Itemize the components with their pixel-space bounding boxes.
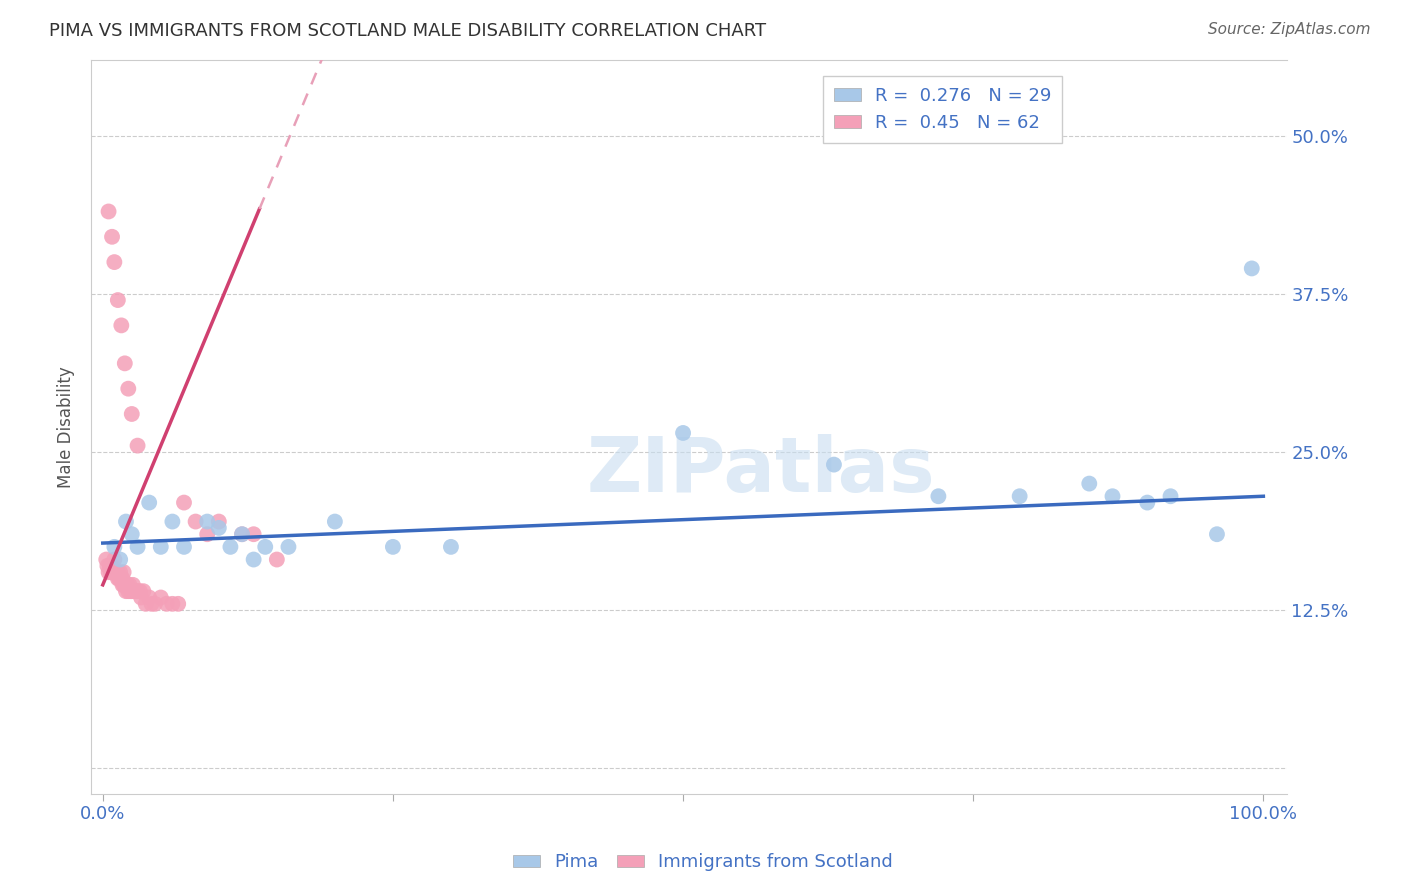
Point (110, 572, 132, 586)
Point (162, 515, 184, 529)
Point (129, 591, 152, 605)
Point (100, 558, 122, 573)
Point (149, 540, 172, 554)
Point (101, 229, 124, 244)
Point (121, 527, 143, 541)
Point (121, 407, 143, 421)
Point (129, 584, 152, 599)
Point (1240, 261, 1263, 276)
Point (1160, 489, 1182, 503)
Point (1008, 489, 1031, 503)
Point (149, 591, 172, 605)
Point (1206, 527, 1229, 541)
Point (1078, 476, 1101, 491)
Point (111, 578, 134, 592)
Point (254, 540, 277, 554)
Point (110, 318, 132, 333)
Point (138, 591, 160, 605)
Point (132, 584, 155, 599)
Point (115, 584, 138, 599)
Point (1101, 489, 1123, 503)
Point (108, 552, 131, 566)
Point (208, 515, 231, 529)
Point (277, 540, 299, 554)
Point (115, 578, 138, 592)
Point (167, 597, 190, 611)
Point (112, 578, 135, 592)
Point (98, 558, 121, 573)
Point (114, 578, 136, 592)
Point (103, 565, 125, 579)
Point (823, 458, 845, 472)
Point (184, 515, 207, 529)
Point (96, 558, 118, 573)
Point (219, 540, 242, 554)
Point (105, 565, 128, 579)
Point (242, 552, 264, 566)
Point (242, 527, 264, 541)
Point (195, 527, 218, 541)
Point (103, 255, 125, 269)
Point (672, 425, 695, 440)
Point (115, 515, 138, 529)
Point (97, 565, 120, 579)
Point (108, 572, 131, 586)
Point (155, 597, 177, 611)
Point (1136, 495, 1159, 509)
Y-axis label: Male Disability: Male Disability (58, 366, 75, 488)
Point (108, 572, 131, 586)
Point (173, 495, 195, 509)
Point (117, 382, 139, 396)
Text: PIMA VS IMMIGRANTS FROM SCOTLAND MALE DISABILITY CORRELATION CHART: PIMA VS IMMIGRANTS FROM SCOTLAND MALE DI… (49, 22, 766, 40)
Point (127, 540, 149, 554)
Point (107, 565, 129, 579)
Legend: R =  0.276   N = 29, R =  0.45   N = 62: R = 0.276 N = 29, R = 0.45 N = 62 (823, 76, 1063, 143)
Point (108, 565, 131, 579)
Point (107, 293, 129, 307)
Point (208, 521, 231, 535)
Point (127, 584, 149, 599)
Point (135, 597, 157, 611)
Point (122, 578, 145, 592)
Point (122, 584, 145, 599)
Point (96, 552, 118, 566)
Point (103, 552, 125, 566)
Point (111, 572, 134, 586)
Point (141, 597, 163, 611)
Point (124, 584, 146, 599)
Point (114, 356, 136, 370)
Point (103, 565, 125, 579)
Point (138, 495, 160, 509)
Point (101, 558, 124, 573)
Text: Source: ZipAtlas.com: Source: ZipAtlas.com (1208, 22, 1371, 37)
Point (195, 515, 218, 529)
Point (381, 540, 404, 554)
Point (162, 597, 184, 611)
Point (107, 572, 129, 586)
Point (231, 527, 253, 541)
Point (97, 204, 120, 219)
Point (103, 540, 125, 554)
Point (120, 584, 142, 599)
Point (115, 578, 138, 592)
Point (127, 439, 149, 453)
Point (104, 565, 127, 579)
Point (143, 597, 166, 611)
Point (440, 540, 463, 554)
Point (112, 565, 135, 579)
Point (117, 584, 139, 599)
Point (266, 552, 288, 566)
Point (173, 540, 195, 554)
Point (100, 565, 122, 579)
Point (118, 578, 141, 592)
Point (231, 527, 253, 541)
Text: ZIPatlas: ZIPatlas (586, 434, 935, 508)
Legend: Pima, Immigrants from Scotland: Pima, Immigrants from Scotland (506, 847, 900, 879)
Point (927, 489, 949, 503)
Point (101, 565, 124, 579)
Point (121, 584, 143, 599)
Point (323, 515, 346, 529)
